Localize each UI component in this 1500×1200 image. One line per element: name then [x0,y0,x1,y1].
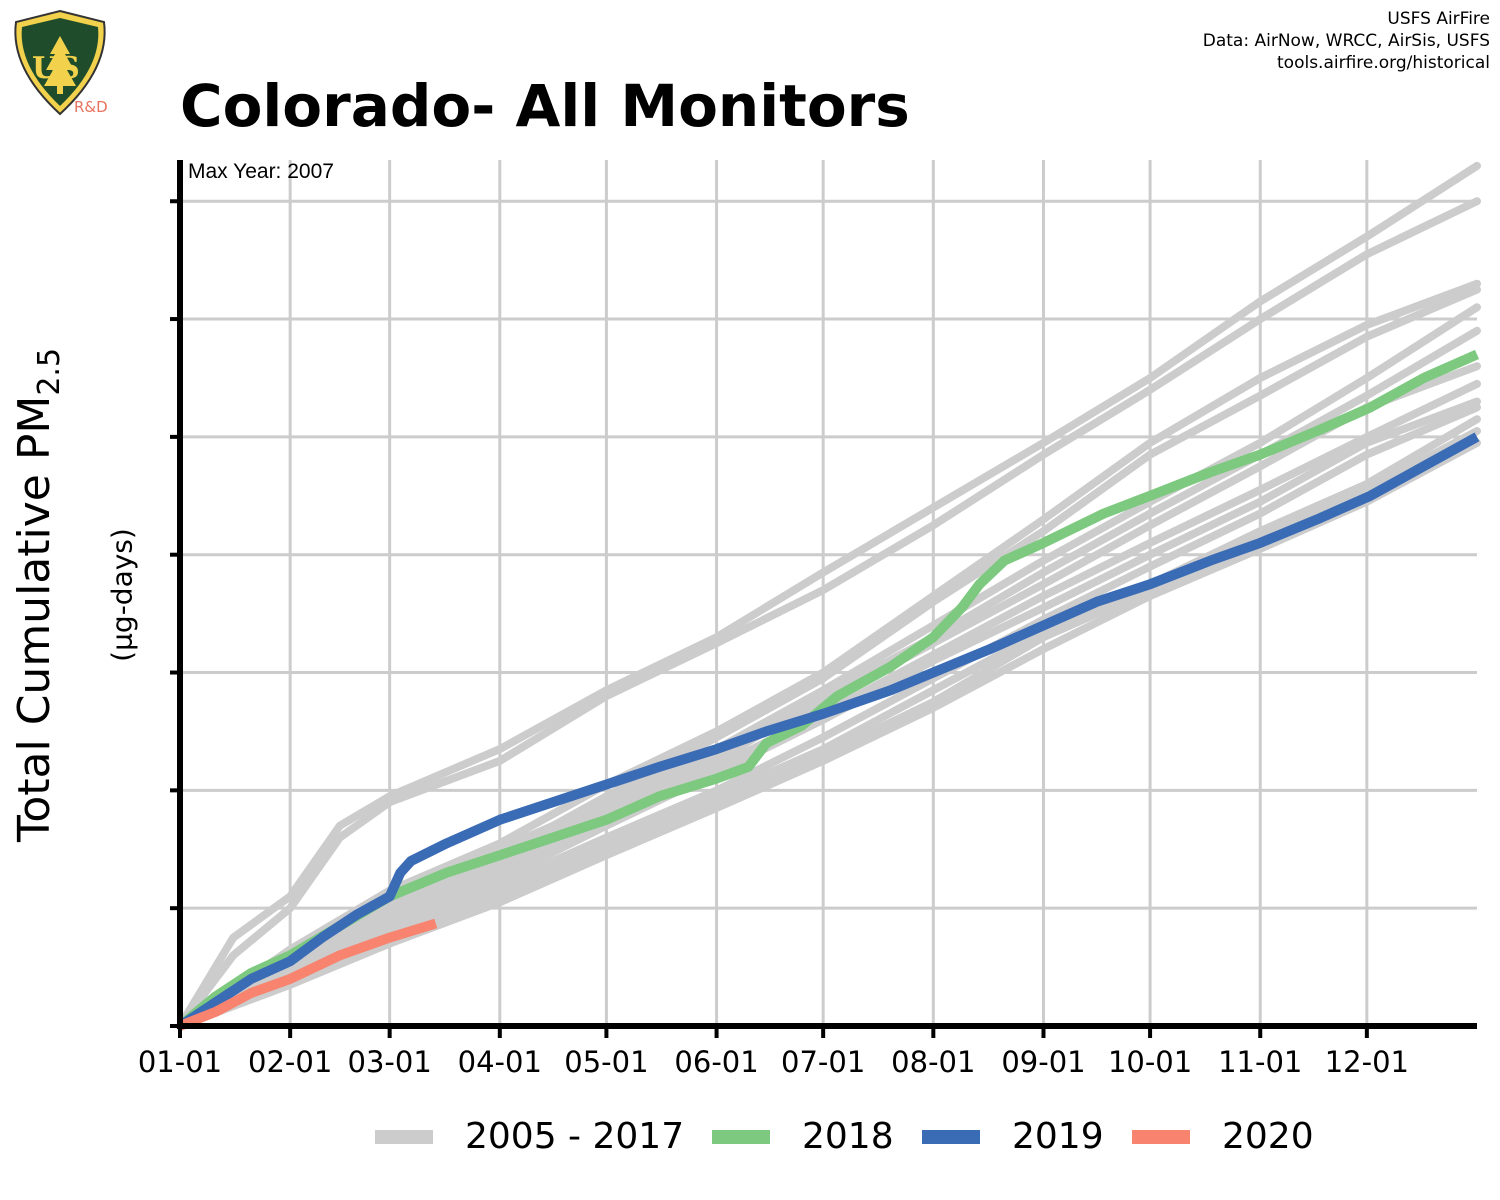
legend-label-2018: 2018 [802,1116,894,1157]
credits-block: USFS AirFire Data: AirNow, WRCC, AirSis,… [1203,8,1490,74]
x-tick-label-5: 06-01 [674,1045,758,1079]
legend-label-2020: 2020 [1222,1116,1314,1157]
credit-line-3: tools.airfire.org/historical [1277,53,1490,73]
series-line-historical-6 [176,397,1481,1030]
x-tick-label-4: 05-01 [564,1045,648,1079]
legend-swatch-historical [375,1130,433,1144]
x-tick-label-6: 07-01 [781,1045,865,1079]
logo-rd-label: R&D [74,98,108,116]
axes: 01-01 02-01 03-01 04-01 05-01 06-01 07-01 08-01… [138,160,1477,1079]
series-line-historical-1 [176,197,1481,1030]
x-tick-label-11: 12-01 [1325,1045,1409,1079]
x-tick-label-0: 01-01 [138,1045,222,1079]
series-line-historical-0 [176,161,1481,1030]
x-tick-label-10: 11-01 [1218,1045,1302,1079]
chart-title: Colorado- All Monitors [180,72,910,140]
series-line-2019 [177,432,1480,1031]
forest-service-shield-logo: US [14,9,106,116]
legend: 2005 - 2017 2018 2019 2020 [0,1112,1500,1162]
logo-letters: US [32,51,80,86]
x-tick-label-9: 10-01 [1108,1045,1192,1079]
x-tick-label-1: 02-01 [248,1045,332,1079]
legend-swatch-2018 [712,1130,770,1144]
x-tick-label-8: 09-01 [1001,1045,1085,1079]
max-year-annotation: Max Year: 2007 [188,160,334,183]
legend-label-historical: 2005 - 2017 [465,1116,685,1157]
credit-line-1: USFS AirFire [1387,9,1490,29]
series-line-historical-10 [176,438,1481,1030]
series-line-2020 [178,918,438,1031]
legend-swatch-2019 [922,1130,980,1144]
series-line-historical-3 [176,285,1481,1030]
highlight-series-group [176,349,1480,1031]
legend-label-2019: 2019 [1012,1116,1104,1157]
historical-series-group [176,161,1481,1030]
x-tick-label-3: 04-01 [458,1045,542,1079]
credit-line-2: Data: AirNow, WRCC, AirSis, USFS [1202,31,1490,51]
series-line-historical-8 [176,415,1481,1030]
x-tick-label-2: 03-01 [348,1045,432,1079]
x-tick-label-7: 08-01 [891,1045,975,1079]
legend-swatch-2020 [1132,1130,1190,1144]
